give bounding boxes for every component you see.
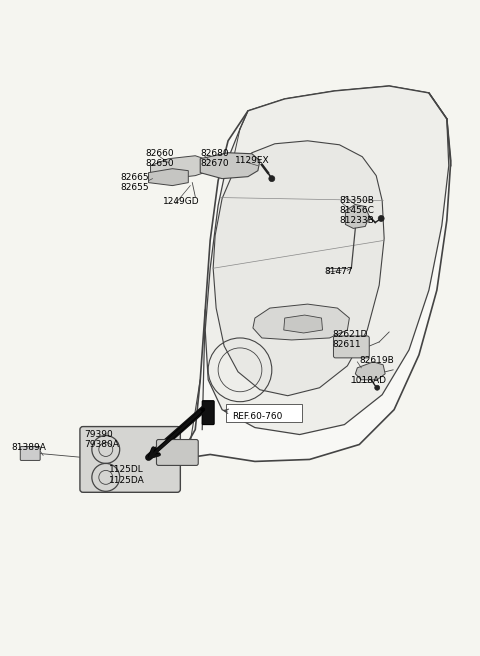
Circle shape — [378, 215, 384, 222]
Text: 79390
79380A: 79390 79380A — [84, 430, 119, 449]
FancyBboxPatch shape — [226, 403, 301, 422]
FancyBboxPatch shape — [334, 336, 369, 358]
Text: REF.60-760: REF.60-760 — [232, 412, 282, 420]
Polygon shape — [148, 169, 188, 186]
Circle shape — [269, 176, 275, 182]
Polygon shape — [284, 315, 323, 333]
Text: 1018AD: 1018AD — [351, 376, 387, 385]
Polygon shape — [355, 362, 385, 380]
Polygon shape — [151, 155, 210, 178]
Text: 1249GD: 1249GD — [164, 197, 200, 205]
Polygon shape — [213, 141, 384, 396]
Text: 1125DL
1125DA: 1125DL 1125DA — [109, 465, 144, 485]
Text: 82619B: 82619B — [360, 356, 394, 365]
FancyBboxPatch shape — [156, 440, 198, 465]
Polygon shape — [200, 153, 260, 178]
Polygon shape — [253, 304, 349, 340]
Text: 81477: 81477 — [324, 267, 353, 276]
Circle shape — [375, 385, 380, 390]
Text: 1129EX: 1129EX — [235, 155, 270, 165]
Text: 81350B
81456C
81233B: 81350B 81456C 81233B — [339, 195, 374, 226]
Text: 81389A: 81389A — [12, 443, 46, 451]
Polygon shape — [346, 205, 369, 228]
FancyBboxPatch shape — [202, 401, 214, 424]
FancyBboxPatch shape — [20, 447, 40, 461]
Text: 82665
82655: 82665 82655 — [120, 173, 149, 192]
Polygon shape — [179, 86, 451, 461]
Text: 82660
82650: 82660 82650 — [145, 149, 174, 168]
Polygon shape — [205, 86, 449, 434]
Text: 82680
82670: 82680 82670 — [200, 149, 229, 168]
FancyBboxPatch shape — [80, 426, 180, 492]
Text: 82621D
82611: 82621D 82611 — [333, 330, 368, 350]
